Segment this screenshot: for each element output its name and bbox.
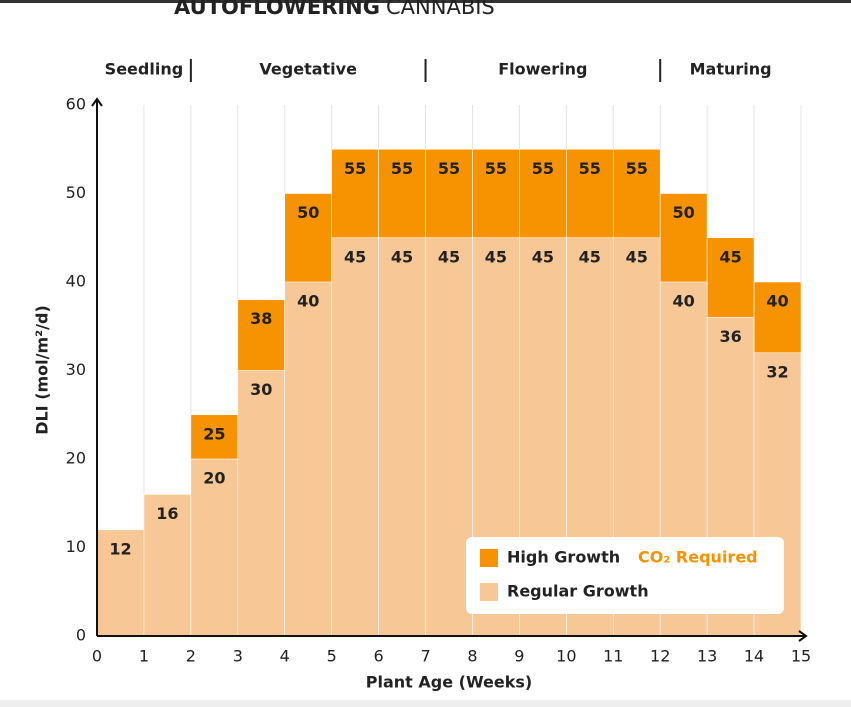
legend-box [466,537,784,614]
data-label: 32 [766,362,788,381]
x-tick-label: 2 [186,647,196,666]
data-label: 12 [109,539,131,558]
chart-title: CANNABIS [386,0,495,19]
data-label: 55 [391,159,413,178]
data-label: 50 [673,203,695,222]
data-label: 55 [438,159,460,178]
x-tick-label: 0 [92,647,102,666]
data-label: 20 [203,469,225,488]
y-axis-label: DLI (mol/m²/d) [33,305,52,435]
y-tick-label: 10 [66,537,86,556]
x-tick-label: 1 [139,647,149,666]
data-label: 55 [626,159,648,178]
data-label: 45 [719,247,741,266]
bar [143,494,192,637]
data-label: 38 [250,309,272,328]
bar [190,458,239,637]
x-axis-label: Plant Age (Weeks) [366,673,532,692]
chart-title: AUTOFLOWERING [174,0,380,19]
legend-swatch [480,549,498,567]
legend-label: High Growth [507,548,620,567]
y-tick-label: 0 [76,626,86,645]
legend-swatch [480,583,498,601]
top-border [0,0,851,3]
phase-label: Vegetative [259,60,357,79]
phase-label: Flowering [498,60,587,79]
y-tick-label: 50 [66,183,86,202]
bar [331,237,379,637]
data-label: 45 [532,247,554,266]
legend: High Growth Regular Growth CO₂ Required [466,537,784,614]
x-tick-label: 5 [327,647,337,666]
data-label: 55 [485,159,507,178]
data-label: 45 [579,247,601,266]
y-tick-label: 30 [66,360,86,379]
data-label: 40 [766,292,788,311]
y-tick-label: 40 [66,272,86,291]
x-tick-label: 12 [650,647,670,666]
x-tick-label: 4 [280,647,290,666]
data-label: 45 [438,247,460,266]
data-label: 50 [297,203,319,222]
data-label: 45 [391,247,413,266]
x-tick-label: 3 [233,647,243,666]
x-tick-label: 7 [420,647,430,666]
data-label: 55 [579,159,601,178]
bottom-strip [0,700,851,707]
legend-note: CO₂ Required [638,548,758,567]
x-tick-label: 6 [374,647,384,666]
bar [284,281,332,637]
data-label: 55 [344,159,366,178]
legend-label: Regular Growth [507,582,649,601]
y-axis-arrow [91,97,103,107]
x-tick-label: 8 [467,647,477,666]
data-label: 45 [626,247,648,266]
phase-label: Maturing [690,60,772,79]
data-label: 40 [673,292,695,311]
x-tick-label: 10 [556,647,576,666]
bar [237,370,286,637]
data-label: 25 [203,424,225,443]
phase-label: Seedling [105,60,184,79]
data-label: 16 [156,504,178,523]
data-label: 30 [250,380,272,399]
x-axis-arrow [798,630,808,642]
data-label: 40 [297,292,319,311]
x-tick-label: 15 [791,647,811,666]
data-label: 55 [532,159,554,178]
x-tick-label: 14 [744,647,764,666]
x-tick-label: 11 [603,647,623,666]
data-label: 45 [344,247,366,266]
y-tick-label: 20 [66,449,86,468]
bar [378,237,426,637]
y-tick-label: 60 [66,95,86,114]
x-tick-label: 9 [514,647,524,666]
bar [425,237,473,637]
x-tick-label: 13 [697,647,717,666]
data-label: 36 [719,327,741,346]
data-label: 45 [485,247,507,266]
